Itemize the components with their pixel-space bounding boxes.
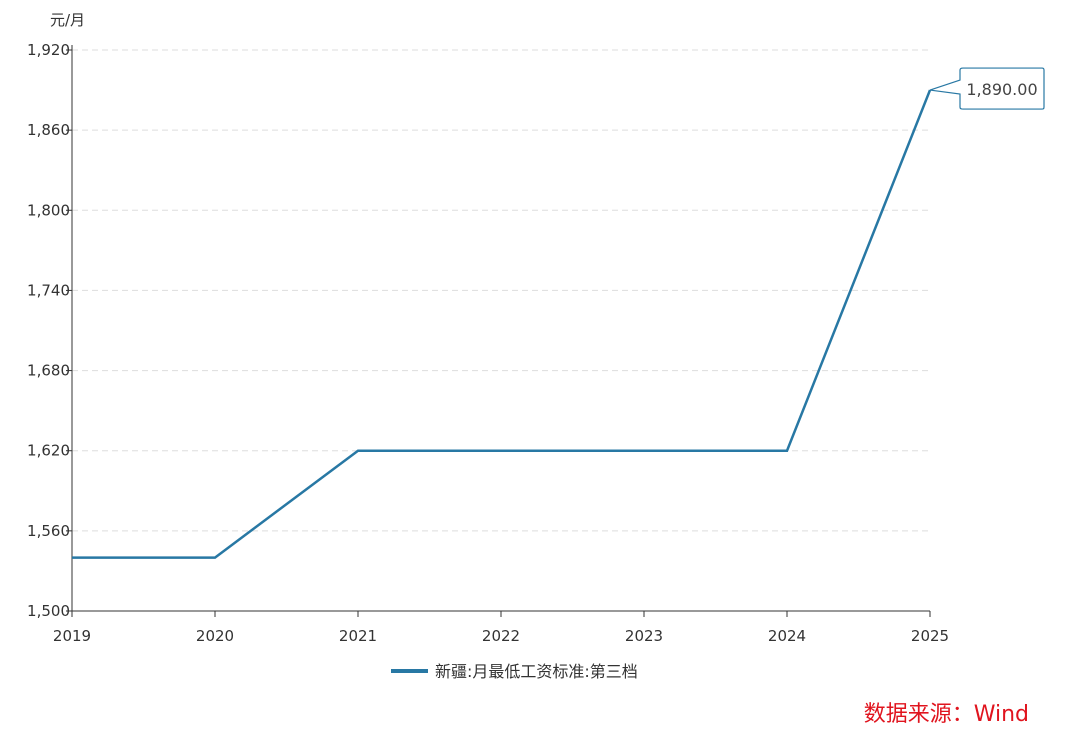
x-tick-label: 2024 — [768, 627, 806, 645]
y-axis-label: 元/月 — [50, 11, 85, 29]
y-tick-label: 1,740 — [27, 281, 70, 299]
y-tick-label: 1,560 — [27, 522, 70, 540]
y-tick-label: 1,800 — [27, 201, 70, 219]
y-tick-label: 1,860 — [27, 121, 70, 139]
y-tick-label: 1,620 — [27, 442, 70, 460]
series-line — [72, 89, 932, 559]
y-tick-label: 1,920 — [27, 41, 70, 59]
x-tick-label: 2025 — [911, 627, 949, 645]
data-source-label: 数据来源：Wind — [863, 702, 1029, 727]
x-tick-label: 2023 — [625, 627, 663, 645]
x-tick-label: 2022 — [482, 627, 520, 645]
x-tick-label: 2020 — [196, 627, 234, 645]
annotation-box — [929, 67, 1045, 110]
x-tick-label: 2019 — [53, 627, 91, 645]
legend-label: 新疆:月最低工资标准:第三档 — [435, 662, 638, 681]
x-tick-label: 2021 — [339, 627, 377, 645]
annotation-label: 1,890.00 — [966, 80, 1037, 99]
y-tick-label: 1,680 — [27, 362, 70, 380]
y-tick-label: 1,500 — [27, 602, 70, 620]
